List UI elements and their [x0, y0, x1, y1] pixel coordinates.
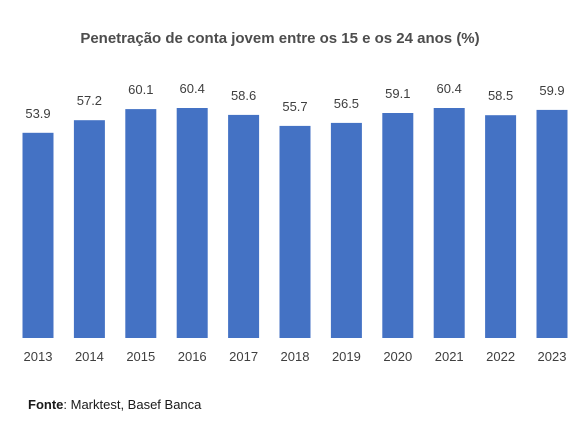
value-label-2022: 58.5: [488, 88, 513, 103]
bar-2020: [382, 113, 414, 338]
bars-group: [22, 108, 568, 339]
bar-2016: [176, 108, 208, 338]
bar-2022: [485, 115, 517, 338]
x-tick-label-2020: 2020: [383, 349, 412, 364]
value-label-2020: 59.1: [385, 86, 410, 101]
bar-2019: [330, 122, 362, 339]
bar-2017: [228, 114, 260, 339]
value-label-2013: 53.9: [25, 106, 50, 121]
x-tick-label-2013: 2013: [24, 349, 53, 364]
x-tick-label-2014: 2014: [75, 349, 104, 364]
value-label-2015: 60.1: [128, 82, 153, 97]
x-tick-label-2017: 2017: [229, 349, 258, 364]
chart-title: Penetração de conta jovem entre os 15 e …: [80, 30, 480, 47]
value-label-2019: 56.5: [334, 96, 359, 111]
bar-2013: [22, 132, 54, 338]
bar-2014: [73, 120, 105, 338]
value-label-2016: 60.4: [180, 81, 205, 96]
source-text: : Marktest, Basef Banca: [63, 397, 202, 412]
value-label-2021: 60.4: [437, 81, 462, 96]
value-label-2017: 58.6: [231, 88, 256, 103]
value-label-2023: 59.9: [539, 83, 564, 98]
x-tick-label-2016: 2016: [178, 349, 207, 364]
source-label: Fonte: [28, 397, 64, 412]
value-labels-group: 53.9 57.2 60.1 60.4 58.6 55.7 56.5 59.1 60.4 58.5…: [25, 81, 564, 121]
x-tick-label-2023: 2023: [538, 349, 567, 364]
x-tick-label-2021: 2021: [435, 349, 464, 364]
bar-2018: [279, 125, 311, 339]
source-note: Fonte: Marktest, Basef Banca: [28, 397, 201, 412]
x-tick-label-2022: 2022: [486, 349, 515, 364]
x-tick-label-2018: 2018: [281, 349, 310, 364]
x-tick-label-2015: 2015: [126, 349, 155, 364]
value-label-2018: 55.7: [282, 99, 307, 114]
value-label-2014: 57.2: [77, 93, 102, 108]
bar-2021: [433, 108, 465, 338]
bar-2023: [536, 109, 568, 339]
x-tick-labels-group: 2013 2014 2015 2016 2017 2018 2019 2020 2021 2022…: [24, 349, 567, 364]
bar-2015: [125, 109, 157, 338]
x-tick-label-2019: 2019: [332, 349, 361, 364]
